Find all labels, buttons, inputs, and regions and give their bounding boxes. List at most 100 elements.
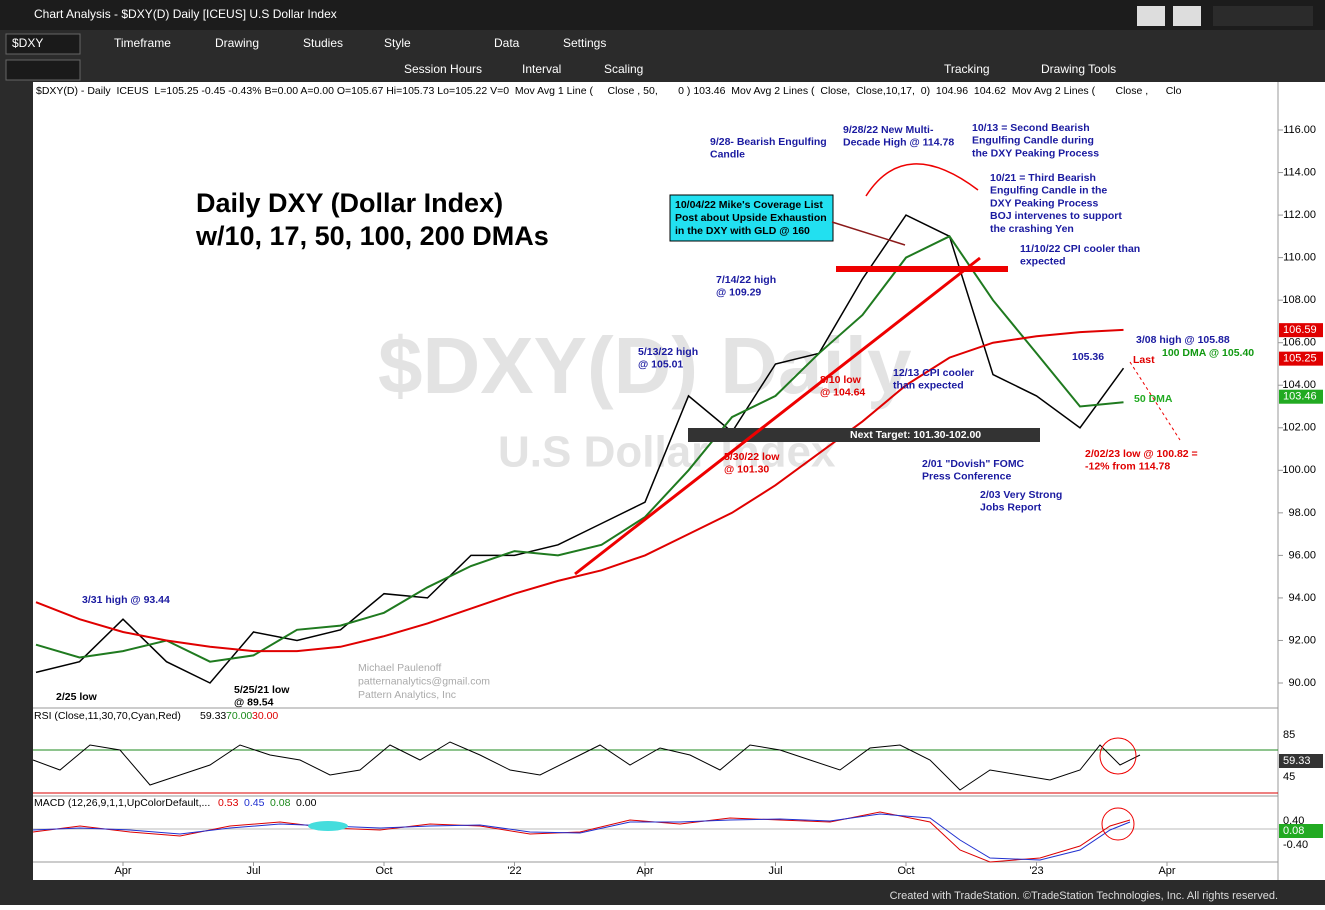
coverage-text: Post about Upside Exhaustion (675, 212, 827, 224)
macd-line (32, 811, 1131, 863)
annotation: Press Conference (922, 471, 1011, 483)
annotation: 5/13/22 high (638, 346, 698, 358)
btn[interactable] (1173, 6, 1201, 26)
y-tick-label: 114.00 (1283, 166, 1316, 178)
annotation: 7/14/22 high (716, 274, 776, 286)
credit: Michael Paulenoff (358, 662, 441, 674)
macd-value: 0.45 (244, 797, 265, 809)
toolbar-button[interactable]: Interval (522, 62, 561, 76)
y-tick-label: 100.00 (1282, 464, 1316, 476)
title-bar (0, 0, 1325, 30)
y-tick-label: 106.00 (1282, 337, 1316, 349)
rsi-value: 70.00 (226, 710, 252, 722)
coverage-text: 10/04/22 Mike's Coverage List (675, 199, 823, 211)
rsi-label: RSI (Close,11,30,70,Cyan,Red) (34, 710, 181, 722)
price-label-box (1279, 351, 1323, 366)
chart-title: Daily DXY (Dollar Index) (196, 188, 503, 218)
macd-last-box (1279, 824, 1323, 838)
x-tick-label: Apr (114, 865, 131, 877)
annotation: 12/13 CPI cooler (893, 367, 974, 379)
annotation: Engulfing Candle during (972, 135, 1094, 147)
annotation: than expected (893, 380, 964, 392)
interval-box[interactable] (5, 59, 81, 81)
annotation: 9/28- Bearish Engulfing (710, 136, 827, 148)
macd-value: 0.53 (218, 797, 239, 809)
annotation: @ 105.01 (638, 359, 683, 371)
macd-value: 0.00 (296, 797, 317, 809)
x-tick-label: Jul (768, 865, 782, 877)
toolbar-button[interactable]: Settings (563, 36, 606, 50)
y-tick-label: 104.00 (1282, 379, 1316, 391)
annotation: Candle (710, 149, 745, 161)
x-tick-label: '22 (507, 865, 521, 877)
x-tick-label: Oct (897, 865, 914, 877)
watermark: $DXY(D) Daily (378, 321, 912, 410)
toolbar-button[interactable]: Timeframe (114, 36, 171, 50)
annotation: @ 89.54 (234, 697, 274, 709)
window-title: Chart Analysis - $DXY(D) Daily [ICEUS] U… (34, 7, 337, 21)
annotation: -12% from 114.78 (1085, 461, 1170, 473)
x-tick-label: Jul (246, 865, 260, 877)
trendline (574, 256, 981, 576)
price-line (35, 214, 1125, 684)
annotation: 3/08 high @ 105.88 (1136, 334, 1230, 346)
annotation: the DXY Peaking Process (972, 147, 1099, 159)
toolbar-button[interactable]: Studies (303, 36, 343, 50)
toolbar-button[interactable]: Drawing (215, 36, 259, 50)
annotation: 5/25/21 low (234, 684, 290, 696)
toolbar-button[interactable]: Tracking (944, 62, 990, 76)
coverage-text: in the DXY with GLD @ 160 (675, 225, 810, 237)
annotation: 2/01 "Dovish" FOMC (922, 458, 1025, 470)
price-label: 105.25 (1283, 353, 1317, 365)
annotation: @ 101.30 (724, 464, 769, 476)
annotation: 5/30/22 low (724, 451, 780, 463)
toolbar-button[interactable]: Drawing Tools (1041, 62, 1116, 76)
price-label: 103.46 (1283, 391, 1317, 403)
y-tick-label: 110.00 (1283, 252, 1316, 264)
credit: patternanalytics@gmail.com (358, 675, 490, 687)
toolbar-button[interactable]: Scaling (604, 62, 643, 76)
y-tick-label: 90.00 (1288, 677, 1316, 689)
symbol: $DXY (12, 36, 43, 50)
price-label-box (1279, 389, 1323, 404)
y-tick-label: 112.00 (1283, 209, 1316, 221)
annotation: 3/31 high @ 93.44 (82, 594, 170, 606)
macd-tick: -0.40 (1283, 839, 1308, 851)
chart-area (33, 82, 1278, 880)
rsi-value: 30.00 (252, 710, 278, 722)
toolbar-button[interactable]: Style (384, 36, 411, 50)
pointer (831, 221, 906, 246)
toolbar-button[interactable]: Session Hours (404, 62, 482, 76)
top-arc (865, 163, 979, 197)
coverage-box (669, 194, 834, 242)
y-tick-label: 96.00 (1288, 549, 1316, 561)
annotation: 9/28/22 New Multi- (843, 124, 934, 136)
annotation: Engulfing Candle in the (990, 185, 1107, 197)
toolbar-button[interactable]: Data (494, 36, 520, 50)
annotation: the crashing Yen (990, 223, 1074, 235)
annotation: 10/13 = Second Bearish (972, 122, 1090, 134)
macd-highlight (308, 821, 348, 831)
annotation: Decade High @ 114.78 (843, 137, 954, 149)
macd-value: 0.08 (270, 797, 291, 809)
symbol-box[interactable] (5, 33, 81, 55)
macd-label: MACD (12,26,9,1,1,UpColorDefault,... (34, 797, 210, 809)
rsi-line (32, 741, 1141, 791)
left-toolbar (0, 82, 32, 890)
target-text: Next Target: 101.30-102.00 (850, 429, 981, 441)
rsi-value: 59.33 (200, 710, 226, 722)
info-line: $DXY(D) - Daily ICEUS L=105.25 -0.45 -0.… (36, 85, 1182, 97)
y-tick-label: 108.00 (1282, 294, 1316, 306)
rsi-tick: 85 (1283, 729, 1295, 741)
price-label-box (1279, 323, 1323, 338)
annotation: Jobs Report (980, 502, 1042, 514)
price-label: 106.59 (1283, 324, 1317, 336)
rsi-last: 59.33 (1283, 755, 1311, 767)
btn[interactable] (1137, 6, 1165, 26)
annotation: 2/02/23 low @ 100.82 = (1085, 448, 1198, 460)
price-line (35, 328, 1124, 653)
y-tick-label: 98.00 (1288, 507, 1316, 519)
